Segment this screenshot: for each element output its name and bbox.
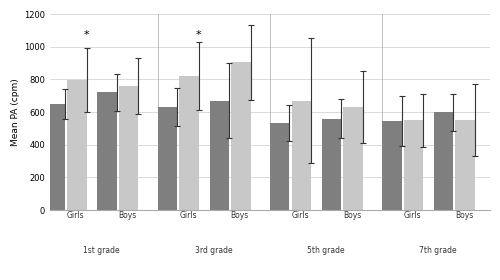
Bar <box>231 62 250 210</box>
Bar <box>344 107 362 210</box>
Bar <box>292 101 311 210</box>
Text: 3rd grade: 3rd grade <box>195 246 232 255</box>
Y-axis label: Mean PA (cpm): Mean PA (cpm) <box>11 78 20 146</box>
Bar <box>434 112 454 210</box>
Text: 5th grade: 5th grade <box>308 246 345 255</box>
Bar <box>322 118 341 210</box>
Bar <box>180 76 199 210</box>
Bar <box>210 101 229 210</box>
Text: 7th grade: 7th grade <box>420 246 457 255</box>
Bar <box>404 120 423 210</box>
Bar <box>46 104 65 210</box>
Bar <box>158 107 178 210</box>
Bar <box>456 120 475 210</box>
Bar <box>270 123 289 210</box>
Bar <box>68 80 86 210</box>
Bar <box>382 121 402 210</box>
Bar <box>98 92 117 210</box>
Text: *: * <box>84 30 89 40</box>
Legend: Polar Night, Polar Day: Polar Night, Polar Day <box>212 279 328 280</box>
Text: *: * <box>196 30 202 40</box>
Bar <box>119 86 139 210</box>
Text: 1st grade: 1st grade <box>84 246 120 255</box>
